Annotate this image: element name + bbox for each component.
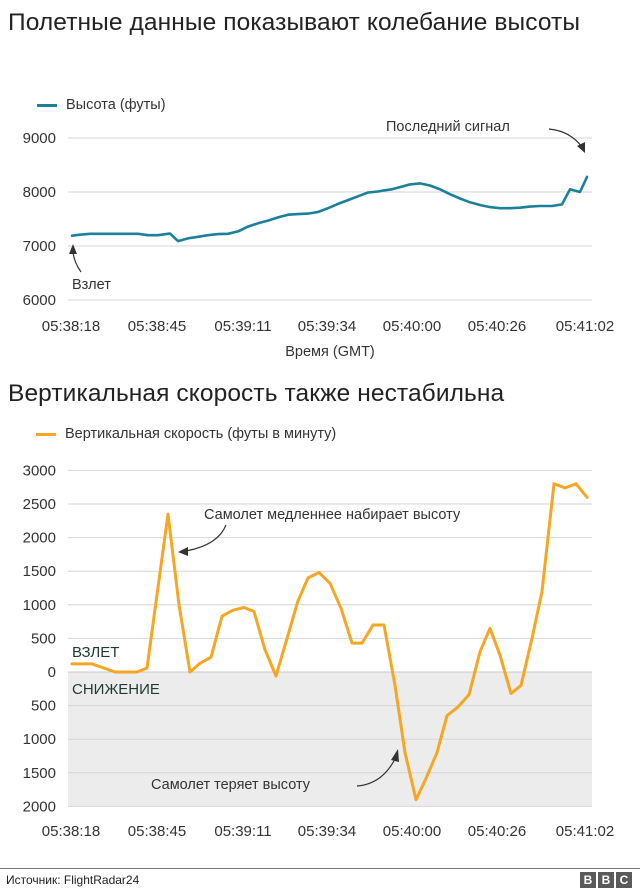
y-tick-label: 500 xyxy=(31,630,56,647)
last-signal-annotation: Последний сигнал xyxy=(386,119,585,153)
bbc-logo-letter: B xyxy=(580,872,596,888)
y-tick-label: 0 xyxy=(48,664,56,681)
y-tick-label: 2500 xyxy=(23,496,56,513)
x-tick-label: 05:40:26 xyxy=(468,823,526,840)
y-tick-label: 2000 xyxy=(23,530,56,547)
slow-climb-arrow-line xyxy=(185,524,227,552)
takeoff-arrowhead-icon xyxy=(69,244,77,254)
legend-label-altitude: Высота (футы) xyxy=(66,97,166,113)
y-tick-label: 1500 xyxy=(23,563,56,580)
zone-label-descent: СНИЖЕНИЕ xyxy=(72,681,160,698)
altitude-y-axis: 9000 8000 7000 6000 xyxy=(23,130,56,309)
legend-swatch-altitude xyxy=(37,103,57,107)
altitude-gridlines xyxy=(68,137,592,301)
takeoff-arrow-line xyxy=(72,251,82,273)
x-tick-label: 05:41:02 xyxy=(556,318,614,335)
last-signal-arrowhead-icon xyxy=(577,142,585,153)
y-tick-label: 1000 xyxy=(23,597,56,614)
y-tick-label: 1000 xyxy=(23,731,56,748)
last-signal-label: Последний сигнал xyxy=(386,119,510,135)
chart-title-vertical-speed: Вертикальная скорость также нестабильна xyxy=(8,380,505,407)
losing-altitude-annotation: Самолет теряет высоту xyxy=(151,749,399,793)
x-tick-label: 05:39:34 xyxy=(298,823,356,840)
takeoff-annotation: Взлет xyxy=(69,244,111,293)
vertical-speed-line xyxy=(70,482,589,802)
x-tick-label: 05:39:11 xyxy=(214,823,271,840)
x-tick-label: 05:39:34 xyxy=(298,318,356,335)
last-signal-arrow-line xyxy=(548,128,583,148)
bbc-logo-letter: B xyxy=(598,872,614,888)
slow-climb-arrowhead-icon xyxy=(178,547,188,556)
x-tick-label: 05:38:18 xyxy=(42,318,100,335)
y-tick-label: 9000 xyxy=(23,130,56,147)
altitude-x-axis: 05:38:18 05:38:45 05:39:11 05:39:34 05:40:00… xyxy=(42,318,614,335)
slow-climb-annotation: Самолет медленнее набирает высоту xyxy=(178,507,461,556)
y-tick-label: 7000 xyxy=(23,238,56,255)
y-tick-label: 3000 xyxy=(23,462,56,479)
losing-altitude-arrowhead-icon xyxy=(391,749,399,762)
y-tick-label: 1500 xyxy=(23,765,56,782)
legend-swatch-vertical-speed xyxy=(36,432,56,436)
chart-title-altitude: Полетные данные показывают колебание выс… xyxy=(8,9,581,36)
source-credit: Источник: FlightRadar24 xyxy=(6,873,140,887)
losing-altitude-arrow-line xyxy=(356,758,396,787)
x-tick-label: 05:40:00 xyxy=(383,823,441,840)
y-tick-label: 500 xyxy=(31,698,56,715)
altitude-x-axis-title: Время (GMT) xyxy=(285,344,375,360)
x-tick-label: 05:39:11 xyxy=(214,318,271,335)
altitude-line xyxy=(70,175,589,243)
bbc-logo: B B C xyxy=(580,872,632,888)
x-tick-label: 05:40:26 xyxy=(468,318,526,335)
legend-altitude: Высота (футы) xyxy=(37,97,166,113)
x-tick-label: 05:41:02 xyxy=(556,823,614,840)
legend-label-vertical-speed: Вертикальная скорость (футы в минуту) xyxy=(65,426,337,442)
x-tick-label: 05:40:00 xyxy=(383,318,441,335)
bbc-logo-letter: C xyxy=(616,872,632,888)
x-tick-label: 05:38:18 xyxy=(42,823,100,840)
vertical-speed-x-axis: 05:38:18 05:38:45 05:39:11 05:39:34 05:40:00… xyxy=(42,823,614,840)
losing-altitude-label: Самолет теряет высоту xyxy=(151,777,311,793)
zone-label-climb: ВЗЛЕТ xyxy=(72,644,119,661)
x-tick-label: 05:38:45 xyxy=(128,823,186,840)
y-tick-label: 6000 xyxy=(23,292,56,309)
legend-vertical-speed: Вертикальная скорость (футы в минуту) xyxy=(36,426,336,442)
footer-divider xyxy=(0,868,640,869)
vertical-speed-y-axis: 3000 2500 2000 1500 1000 500 0 500 1000 1500 2000 xyxy=(23,462,56,815)
takeoff-label: Взлет xyxy=(72,277,111,293)
x-tick-label: 05:38:45 xyxy=(128,318,186,335)
y-tick-label: 2000 xyxy=(23,798,56,815)
y-tick-label: 8000 xyxy=(23,184,56,201)
slow-climb-label: Самолет медленнее набирает высоту xyxy=(204,507,461,523)
